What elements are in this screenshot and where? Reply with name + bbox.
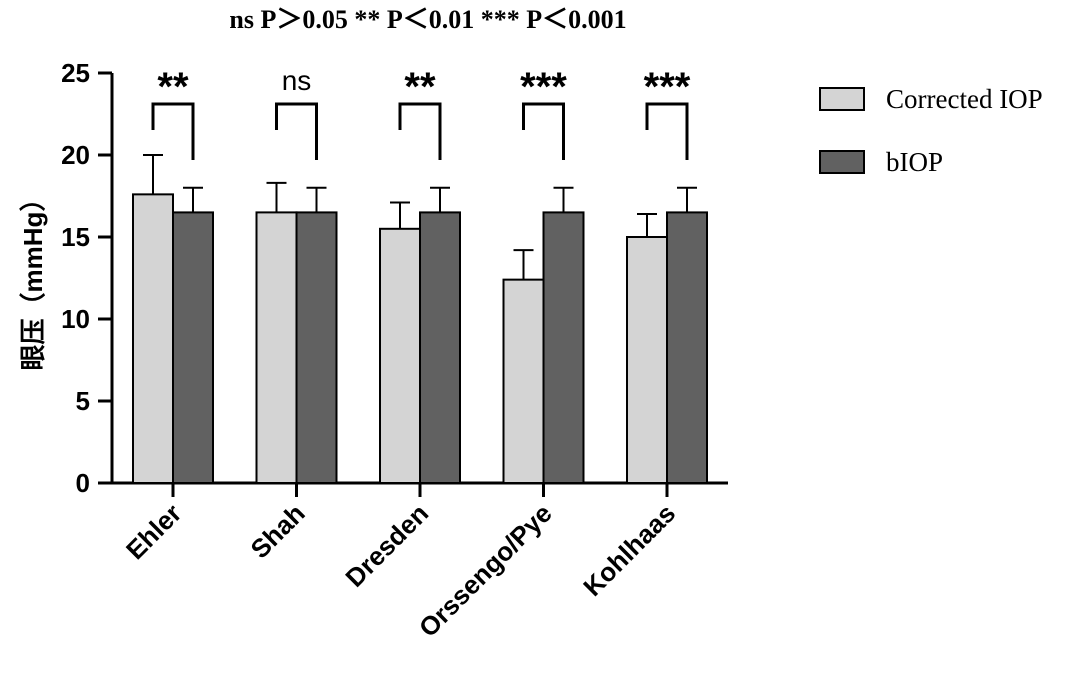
bar	[255, 211, 298, 484]
bar	[542, 211, 585, 484]
x-tick-label: Orssengo/Pye	[413, 498, 558, 643]
significance-bracket	[275, 102, 318, 160]
significance-label: **	[157, 65, 189, 109]
legend-label: Corrected IOP	[886, 84, 1043, 114]
bar	[172, 211, 214, 484]
y-tick-label: 0	[76, 468, 90, 498]
legend-swatch	[819, 150, 865, 174]
y-tick-label: 15	[61, 222, 90, 252]
significance-bracket	[151, 102, 195, 160]
significance-label: ***	[644, 65, 691, 109]
plot-area: 0 5 10 15 20 25 Ehler ** Shah ns Dresden ** Orssengo…	[61, 58, 728, 643]
bar	[132, 193, 174, 485]
significance-bracket	[522, 102, 565, 160]
significance-bracket	[398, 102, 442, 160]
chart-title: ns P＞0.05 ** P＜0.01 *** P＜0.001	[229, 5, 626, 34]
x-tick-label: Kohlhaas	[577, 498, 681, 602]
y-tick-label: 25	[61, 58, 90, 88]
significance-label: ns	[282, 65, 312, 96]
bar	[626, 236, 668, 484]
significance-label: ***	[520, 65, 567, 109]
significance-label: **	[404, 65, 436, 109]
x-tick-label: Ehler	[120, 498, 187, 565]
significance-bracket	[645, 102, 689, 160]
bar	[295, 211, 338, 484]
bar	[666, 211, 708, 484]
bar	[379, 227, 421, 484]
y-tick-label: 10	[61, 304, 90, 334]
bar	[502, 278, 545, 485]
y-axis-label: 眼压（mmHg）	[18, 186, 48, 371]
legend: Corrected IOP bIOP	[819, 84, 1043, 177]
x-tick-label: Dresden	[339, 498, 434, 593]
bar	[419, 211, 461, 484]
x-tick-label: Shah	[245, 498, 311, 564]
legend-swatch	[819, 87, 865, 111]
legend-label: bIOP	[886, 147, 943, 177]
y-tick-label: 5	[76, 386, 90, 416]
y-tick-label: 20	[61, 140, 90, 170]
